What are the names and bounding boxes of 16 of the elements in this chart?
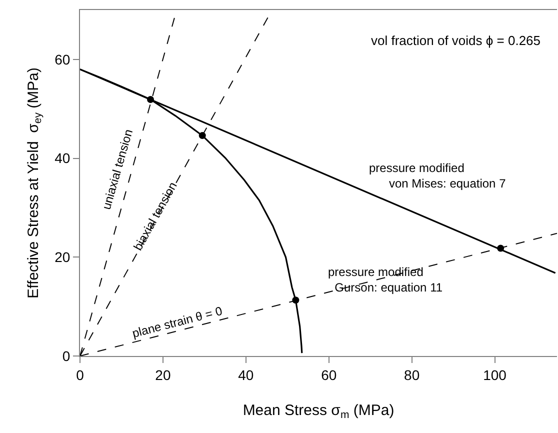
x-tick-label: 20 — [155, 366, 171, 383]
x-tick-label: 60 — [321, 366, 337, 383]
y-tick-label: 40 — [54, 150, 70, 166]
y-tick-label: 0 — [62, 348, 70, 364]
annotation: pressure modified von Mises: equation 7 — [369, 161, 506, 191]
x-tick-label: 100 — [483, 366, 507, 383]
x-axis-title: Mean Stress σ$_{m}$ (MPa) — [242, 402, 394, 421]
annotation: vol fraction of voids ϕ = 0.265 — [371, 33, 541, 48]
annotation: pressure modified Gurson: equation 11 — [328, 265, 443, 295]
y-tick-label: 60 — [54, 51, 70, 68]
y-tick-label: 20 — [54, 249, 70, 266]
x-tick-label: 80 — [404, 366, 420, 383]
x-tick-label: 0 — [76, 366, 84, 383]
annotation: plane strain θ = 0 — [130, 304, 224, 340]
x-tick-label: 40 — [238, 366, 254, 383]
annotation: uniaxial tension — [99, 128, 136, 212]
